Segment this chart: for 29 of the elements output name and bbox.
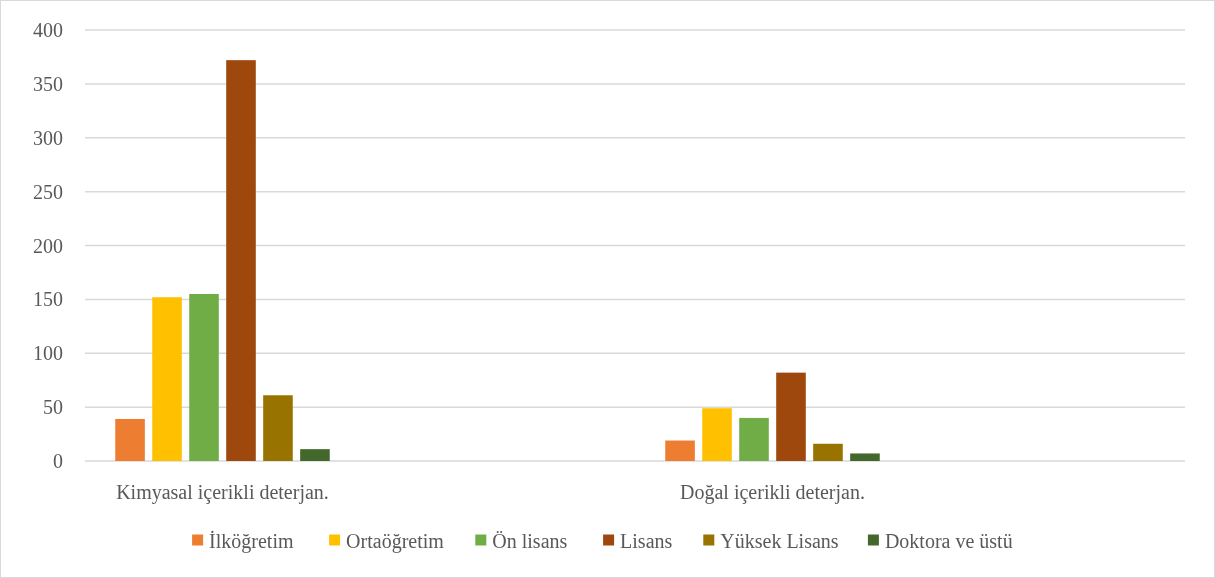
bar <box>776 372 806 461</box>
bar <box>152 297 182 461</box>
y-tick-label: 0 <box>53 450 63 472</box>
y-tick-label: 400 <box>33 19 63 41</box>
legend-label: Ön lisans <box>492 530 568 552</box>
bar <box>300 449 330 461</box>
legend-label: Ortaöğretim <box>346 530 445 553</box>
y-tick-label: 300 <box>33 126 63 149</box>
x-tick-label: Kimyasal içerikli deterjan. <box>116 481 329 504</box>
bar <box>189 293 219 461</box>
x-tick-label: Doğal içerikli deterjan. <box>680 481 865 504</box>
bar <box>665 440 695 461</box>
legend-label: Doktora ve üstü <box>884 530 1013 552</box>
y-tick-label: 200 <box>33 234 63 257</box>
legend-label: Lisans <box>620 530 673 552</box>
bar <box>226 60 256 461</box>
bar <box>739 417 769 461</box>
legend-label: İlköğretim <box>209 530 294 553</box>
legend-label: Yüksek Lisans <box>720 530 839 552</box>
bar <box>263 395 293 461</box>
y-tick-label: 150 <box>33 288 63 311</box>
y-tick-label: 100 <box>33 342 63 365</box>
y-tick-label: 250 <box>33 180 63 203</box>
bar <box>702 408 732 461</box>
bar <box>115 418 145 461</box>
y-tick-label: 350 <box>33 72 63 95</box>
bar <box>850 453 880 461</box>
y-tick-label: 50 <box>43 396 63 419</box>
bar <box>813 443 843 461</box>
